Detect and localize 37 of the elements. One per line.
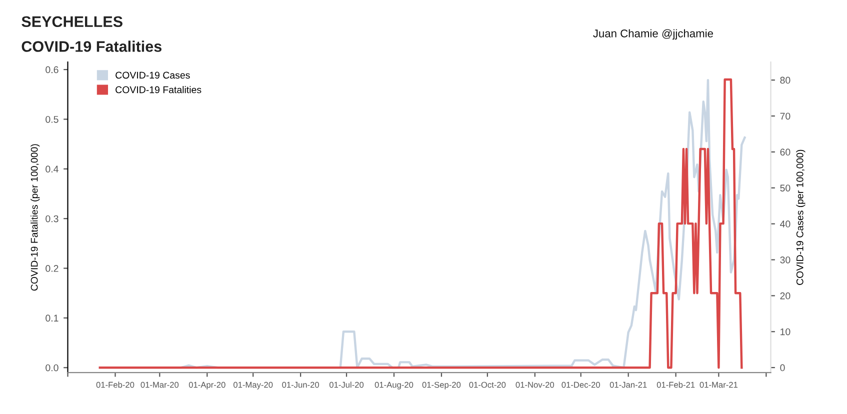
y2-tick-label: 30 bbox=[780, 256, 790, 264]
y-tick-label: 0.0 bbox=[46, 364, 58, 372]
x-tick-label: 01-Nov-20 bbox=[516, 382, 554, 388]
y2-tick-label: 20 bbox=[780, 292, 790, 300]
y-axis-title: COVID-19 Fatalities (per 100,000) bbox=[30, 144, 40, 291]
y-tick-label: 0.1 bbox=[46, 314, 58, 322]
y2-tick-label: 50 bbox=[780, 184, 790, 192]
legend-label: COVID-19 Fatalities bbox=[116, 86, 202, 94]
y-tick-label: 0.6 bbox=[46, 66, 58, 74]
x-tick-label: 01-Apr-20 bbox=[188, 382, 226, 390]
chart-subtitle: COVID-19 Fatalities bbox=[22, 40, 162, 52]
y2-tick-label: 70 bbox=[780, 112, 790, 120]
x-tick-label: 01-Jul-20 bbox=[329, 382, 364, 388]
y2-axis-title: COVID-19 Cases (per 100,000) bbox=[796, 150, 806, 285]
x-tick-label: 01-Dec-20 bbox=[562, 382, 600, 388]
y2-tick-label: 60 bbox=[780, 148, 790, 156]
y-tick-label: 0.2 bbox=[46, 265, 58, 272]
legend-label: COVID-19 Cases bbox=[116, 72, 190, 79]
y-tick-label: 0.5 bbox=[46, 116, 58, 123]
x-tick-label: 01-Sep-20 bbox=[422, 382, 461, 390]
y2-tick-label: 10 bbox=[780, 328, 790, 336]
x-tick-label: 01-May-20 bbox=[233, 382, 273, 390]
y2-tick-label: 0 bbox=[780, 364, 785, 372]
x-tick-label: 01-Mar-20 bbox=[140, 382, 179, 388]
y2-tick-label: 40 bbox=[780, 220, 790, 228]
x-tick-label: 01-Jan-21 bbox=[610, 382, 647, 388]
x-tick-label: 01-Aug-20 bbox=[374, 382, 414, 390]
x-tick-label: 01-Mar-21 bbox=[700, 382, 738, 388]
x-tick-label: 01-Jun-20 bbox=[282, 382, 320, 388]
text: Juan Chamie @jjchamie bbox=[593, 29, 713, 40]
chart-title: SEYCHELLES bbox=[22, 16, 122, 28]
y-tick-label: 0.4 bbox=[46, 166, 58, 173]
x-tick-label: 01-Oct-20 bbox=[469, 382, 506, 388]
x-tick-label: 01-Feb-20 bbox=[96, 382, 134, 388]
x-tick-label: 01-Feb-21 bbox=[656, 382, 695, 388]
y-tick-label: 0.3 bbox=[46, 215, 58, 222]
y2-tick-label: 80 bbox=[780, 76, 790, 84]
